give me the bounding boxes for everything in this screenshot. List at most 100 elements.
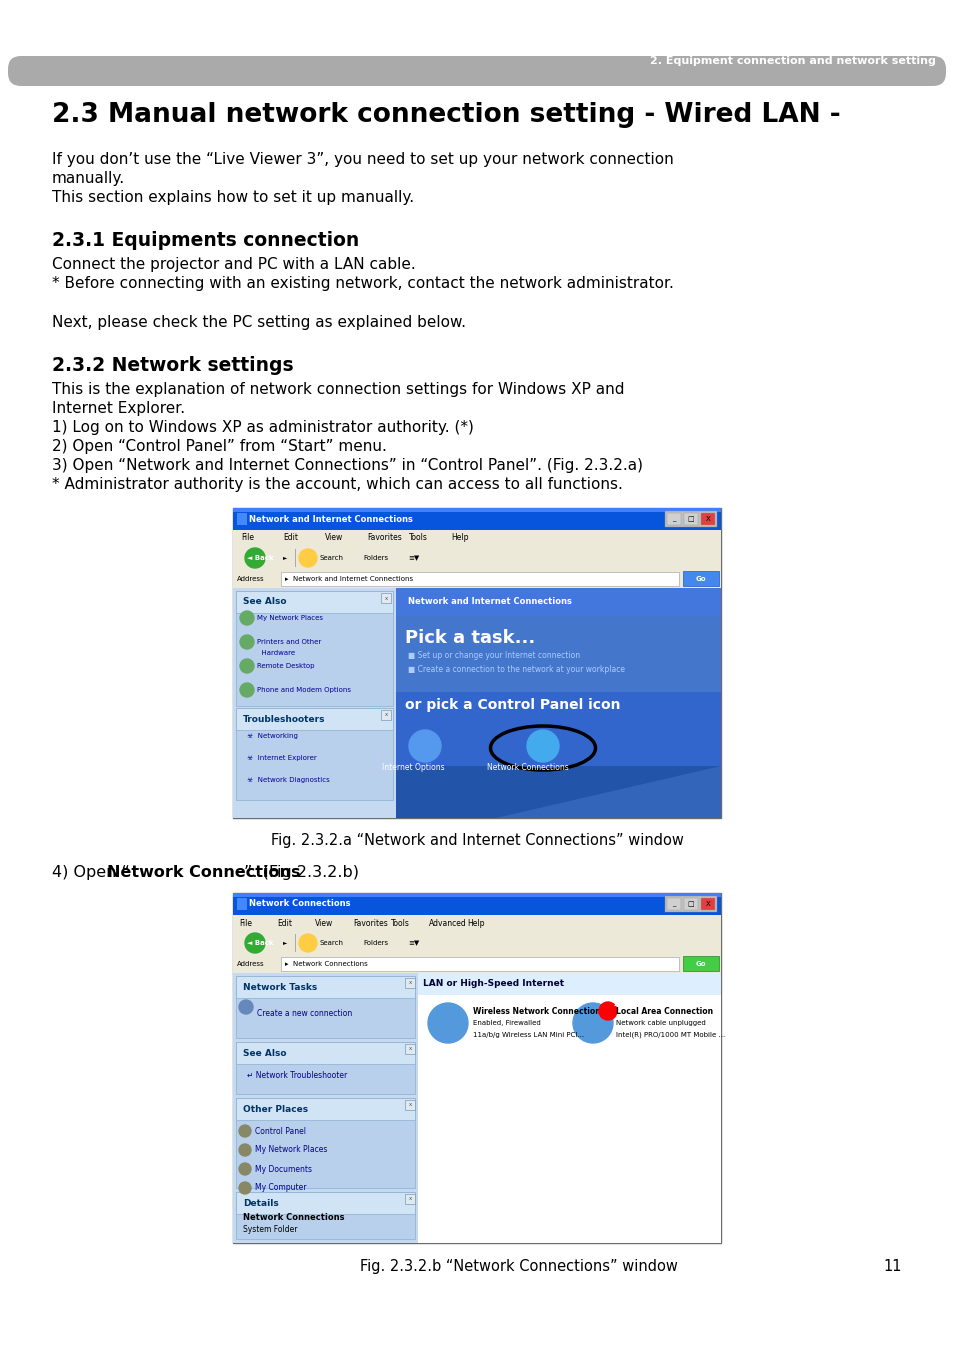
Text: Help: Help: [467, 918, 484, 927]
Bar: [294, 934, 295, 952]
Bar: [233, 546, 720, 570]
Bar: [700, 513, 714, 525]
Text: ↵ Network Troubleshooter: ↵ Network Troubleshooter: [247, 1071, 347, 1080]
Bar: [664, 896, 717, 913]
Text: 2. Equipment connection and network setting: 2. Equipment connection and network sett…: [649, 56, 935, 66]
Text: See Also: See Also: [243, 1048, 286, 1057]
Text: 2.3.1 Equipments connection: 2.3.1 Equipments connection: [52, 232, 359, 250]
Circle shape: [245, 933, 265, 953]
Bar: [417, 974, 720, 995]
Text: Next, please check the PC setting as explained below.: Next, please check the PC setting as exp…: [52, 315, 465, 330]
Bar: [235, 976, 415, 998]
Circle shape: [298, 934, 316, 952]
Bar: [235, 1043, 415, 1064]
Text: Control Panel: Control Panel: [254, 1127, 306, 1136]
Text: Search: Search: [319, 555, 344, 561]
Text: Internet Explorer.: Internet Explorer.: [52, 401, 185, 416]
Text: x: x: [408, 1102, 411, 1108]
Text: My Network Places: My Network Places: [254, 1145, 327, 1155]
Text: Printers and Other: Printers and Other: [256, 639, 321, 645]
Bar: [233, 508, 720, 818]
Bar: [235, 590, 393, 613]
Bar: [700, 898, 714, 910]
Bar: [683, 898, 698, 910]
Text: x: x: [384, 596, 387, 601]
Text: Go: Go: [695, 961, 705, 967]
Circle shape: [239, 1001, 253, 1014]
Text: * Before connecting with an existing network, contact the network administrator.: * Before connecting with an existing net…: [52, 276, 673, 291]
Text: Pick a task...: Pick a task...: [405, 630, 535, 647]
Text: ☣  Internet Explorer: ☣ Internet Explorer: [247, 756, 316, 761]
Text: ”. (Fig.2.3.2.b): ”. (Fig.2.3.2.b): [243, 865, 358, 880]
Text: Troubleshooters: Troubleshooters: [243, 715, 325, 723]
Text: ☣  Networking: ☣ Networking: [247, 733, 297, 739]
Text: X: X: [705, 516, 710, 523]
Text: Tools: Tools: [391, 918, 410, 927]
Text: Network cable unplugged: Network cable unplugged: [616, 1020, 705, 1026]
Bar: [395, 692, 720, 718]
Text: Network Connections: Network Connections: [249, 899, 350, 909]
Text: x: x: [408, 1197, 411, 1201]
Bar: [233, 894, 720, 1243]
Text: File: File: [239, 918, 252, 927]
Text: View: View: [325, 533, 343, 543]
Text: View: View: [314, 918, 333, 927]
Text: Help: Help: [451, 533, 468, 543]
Text: ≡▼: ≡▼: [408, 555, 418, 561]
Text: ■ Create a connection to the network at your workplace: ■ Create a connection to the network at …: [408, 666, 624, 674]
Text: My Network Places: My Network Places: [256, 615, 323, 621]
Text: Intel(R) PRO/1000 MT Mobile ...: Intel(R) PRO/1000 MT Mobile ...: [616, 1032, 724, 1039]
Text: Edit: Edit: [283, 533, 297, 543]
Text: My Computer: My Computer: [254, 1183, 306, 1193]
Bar: [380, 709, 391, 720]
Circle shape: [526, 730, 558, 762]
Bar: [664, 510, 717, 527]
Text: Fig. 2.3.2.b “Network Connections” window: Fig. 2.3.2.b “Network Connections” windo…: [359, 1259, 678, 1274]
Text: 2) Open “Control Panel” from “Start” menu.: 2) Open “Control Panel” from “Start” men…: [52, 439, 387, 454]
Bar: [235, 590, 393, 705]
Text: Go: Go: [695, 575, 705, 582]
Bar: [233, 894, 720, 896]
Bar: [236, 898, 247, 910]
Text: Favorites: Favorites: [353, 918, 387, 927]
Circle shape: [240, 635, 253, 649]
Bar: [682, 956, 719, 971]
Text: manually.: manually.: [52, 171, 125, 185]
Text: 11: 11: [882, 1259, 901, 1274]
Text: This is the explanation of network connection settings for Windows XP and: This is the explanation of network conne…: [52, 382, 624, 397]
Text: ►: ►: [283, 555, 287, 561]
Bar: [235, 708, 393, 800]
Text: Folders: Folders: [363, 555, 388, 561]
Text: ◄ Back: ◄ Back: [247, 555, 274, 561]
Text: ▸  Network and Internet Connections: ▸ Network and Internet Connections: [285, 575, 413, 582]
Text: Network Connections: Network Connections: [107, 865, 300, 880]
Text: Favorites: Favorites: [367, 533, 401, 543]
Text: System Folder: System Folder: [243, 1225, 297, 1235]
Text: ☣  Network Diagnostics: ☣ Network Diagnostics: [247, 777, 330, 783]
Text: _: _: [672, 900, 675, 907]
Bar: [235, 1192, 415, 1239]
Text: Network Connections: Network Connections: [487, 762, 568, 772]
Text: Network and Internet Connections: Network and Internet Connections: [408, 597, 571, 607]
Text: X: X: [614, 998, 621, 1007]
Polygon shape: [496, 766, 720, 818]
Text: x: x: [408, 980, 411, 986]
Text: ▸  Network Connections: ▸ Network Connections: [285, 961, 367, 967]
Text: □: □: [687, 900, 694, 907]
Bar: [235, 1098, 415, 1187]
Text: Network Tasks: Network Tasks: [243, 983, 317, 991]
Text: * Administrator authority is the account, which can access to all functions.: * Administrator authority is the account…: [52, 477, 622, 492]
Text: Wireless Network Connection 3: Wireless Network Connection 3: [473, 1006, 608, 1016]
Circle shape: [239, 1125, 251, 1137]
Text: Details: Details: [243, 1198, 278, 1208]
Text: Folders: Folders: [363, 940, 388, 946]
Bar: [294, 548, 295, 567]
Text: Advanced: Advanced: [429, 918, 466, 927]
Text: Remote Desktop: Remote Desktop: [256, 663, 314, 669]
Text: X: X: [705, 900, 710, 907]
Text: Address: Address: [236, 575, 264, 582]
Circle shape: [598, 1002, 617, 1020]
Text: Hardware: Hardware: [256, 650, 294, 655]
Bar: [233, 570, 720, 588]
Text: x: x: [408, 1047, 411, 1052]
